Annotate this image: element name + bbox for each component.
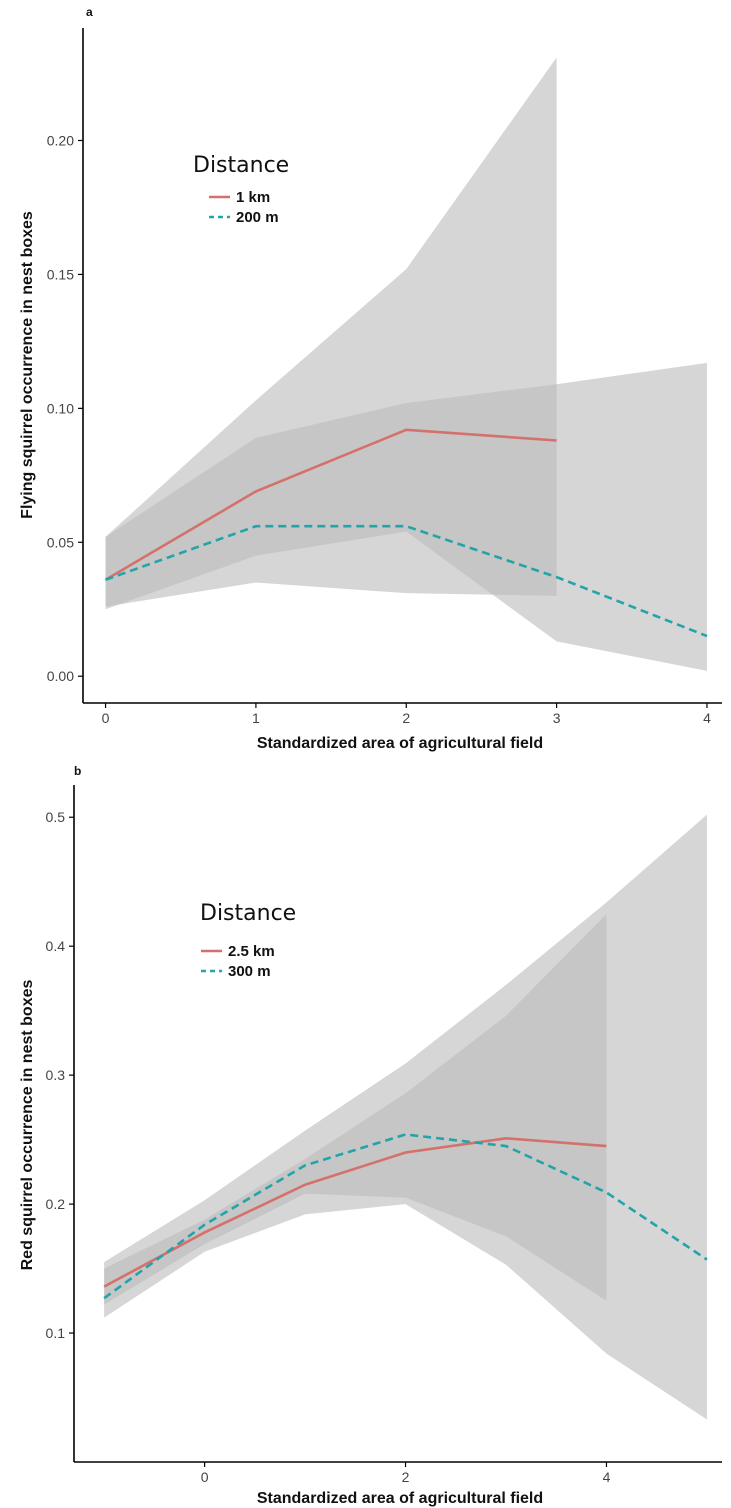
panel-a-y-tick-label: 0.15: [47, 266, 74, 282]
panel-b-legend-title: Distance: [200, 901, 296, 926]
panel-a-series-line-dashed: [105, 524, 708, 638]
panel-b-y-tick-label: 0.2: [46, 1196, 66, 1212]
panel-b-y-axis-title: Red squirrel occurrence in nest boxes: [19, 980, 36, 1271]
panel-a-x-tick-label: 2: [402, 710, 410, 726]
panel-a-y-ticks: 0.00 0.05 0.10 0.15 0.20: [47, 133, 83, 684]
panel-b-y-tick-label: 0.5: [46, 809, 66, 825]
panel-a-y-tick-label: 0.10: [47, 400, 74, 416]
panel-b-y-tick-label: 0.3: [46, 1067, 66, 1083]
panel-a-ci-band-dashed: [105, 362, 707, 671]
panel-b-series-line-solid: [103, 1137, 607, 1288]
panel-b-x-ticks: 0 2 4: [201, 1462, 611, 1485]
panel-a: a 0.00 0.05 0.10 0.15 0.20 0 1 2 3 4 Standardize…: [19, 5, 722, 752]
panel-a-legend: Distance 1 km 200 m: [193, 153, 289, 226]
panel-a-x-axis-title: Standardized area of agricultural field: [257, 735, 543, 752]
panel-b-x-tick-label: 0: [201, 1469, 209, 1485]
panel-a-x-tick-label: 0: [102, 710, 110, 726]
panel-a-ribbons: [105, 57, 707, 671]
panel-b-x-axis-title: Standardized area of agricultural field: [257, 1490, 543, 1507]
panel-b-legend-label-solid: 2.5 km: [228, 943, 275, 960]
panel-b-y-tick-label: 0.1: [46, 1325, 66, 1341]
panel-a-y-tick-label: 0.20: [47, 133, 74, 149]
panel-b-legend-label-dashed: 300 m: [228, 963, 271, 980]
panel-b-ribbons: [104, 814, 707, 1420]
panel-b-y-ticks: 0.1 0.2 0.3 0.4 0.5: [46, 809, 74, 1341]
panel-b-lines: [103, 1133, 708, 1300]
panel-a-legend-label-solid: 1 km: [236, 189, 270, 206]
panel-a-x-tick-label: 3: [553, 710, 561, 726]
panel-a-y-tick-label: 0.00: [47, 668, 74, 684]
panel-a-x-tick-label: 4: [703, 710, 711, 726]
panel-a-legend-title: Distance: [193, 153, 289, 178]
panel-a-lines: [104, 428, 708, 638]
panel-b-x-tick-label: 4: [603, 1469, 611, 1485]
panel-b-legend: Distance 2.5 km 300 m: [200, 901, 296, 980]
panel-a-y-tick-label: 0.05: [47, 534, 74, 550]
panel-a-series-line-solid: [104, 428, 557, 581]
panel-b-ci-band-dashed: [104, 814, 707, 1420]
panel-a-legend-label-dashed: 200 m: [236, 209, 279, 226]
panel-b-x-tick-label: 2: [402, 1469, 410, 1485]
panel-b-y-tick-label: 0.4: [46, 938, 66, 954]
panel-b-label: b: [74, 764, 81, 778]
panel-a-x-tick-label: 1: [252, 710, 260, 726]
panel-b-series-line-dashed: [103, 1133, 708, 1300]
panel-a-x-ticks: 0 1 2 3 4: [102, 703, 711, 726]
panel-a-y-axis-title: Flying squirrel occurrence in nest boxes: [19, 211, 36, 519]
panel-b: b 0.1 0.2 0.3 0.4 0.5 0 2 4 Standardized area …: [19, 764, 722, 1507]
panel-a-label: a: [86, 5, 93, 19]
